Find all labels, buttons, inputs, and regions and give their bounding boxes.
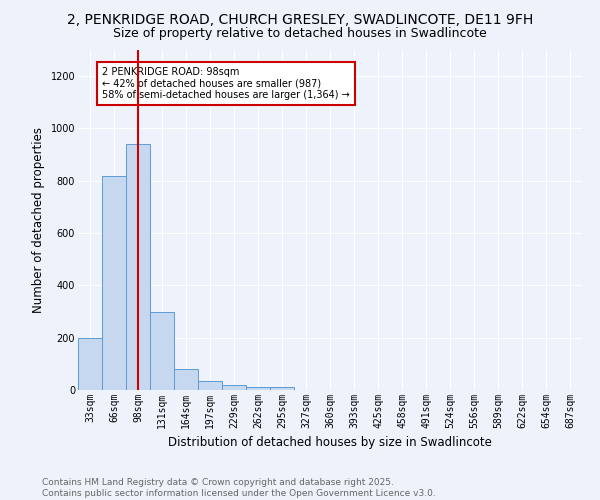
Bar [126,144,150,390]
Text: 2 PENKRIDGE ROAD: 98sqm
← 42% of detached houses are smaller (987)
58% of semi-d: 2 PENKRIDGE ROAD: 98sqm ← 42% of detache… [102,67,350,100]
Text: Size of property relative to detached houses in Swadlincote: Size of property relative to detached ho… [113,28,487,40]
Text: Contains HM Land Registry data © Crown copyright and database right 2025.
Contai: Contains HM Land Registry data © Crown c… [42,478,436,498]
Y-axis label: Number of detached properties: Number of detached properties [32,127,45,313]
Bar [270,388,294,390]
Bar [246,388,270,390]
Text: 2, PENKRIDGE ROAD, CHURCH GRESLEY, SWADLINCOTE, DE11 9FH: 2, PENKRIDGE ROAD, CHURCH GRESLEY, SWADL… [67,12,533,26]
X-axis label: Distribution of detached houses by size in Swadlincote: Distribution of detached houses by size … [168,436,492,450]
Bar [174,368,198,390]
Bar [78,338,102,390]
Bar [222,385,246,390]
Bar [198,381,222,390]
Bar [102,176,126,390]
Bar [150,312,174,390]
